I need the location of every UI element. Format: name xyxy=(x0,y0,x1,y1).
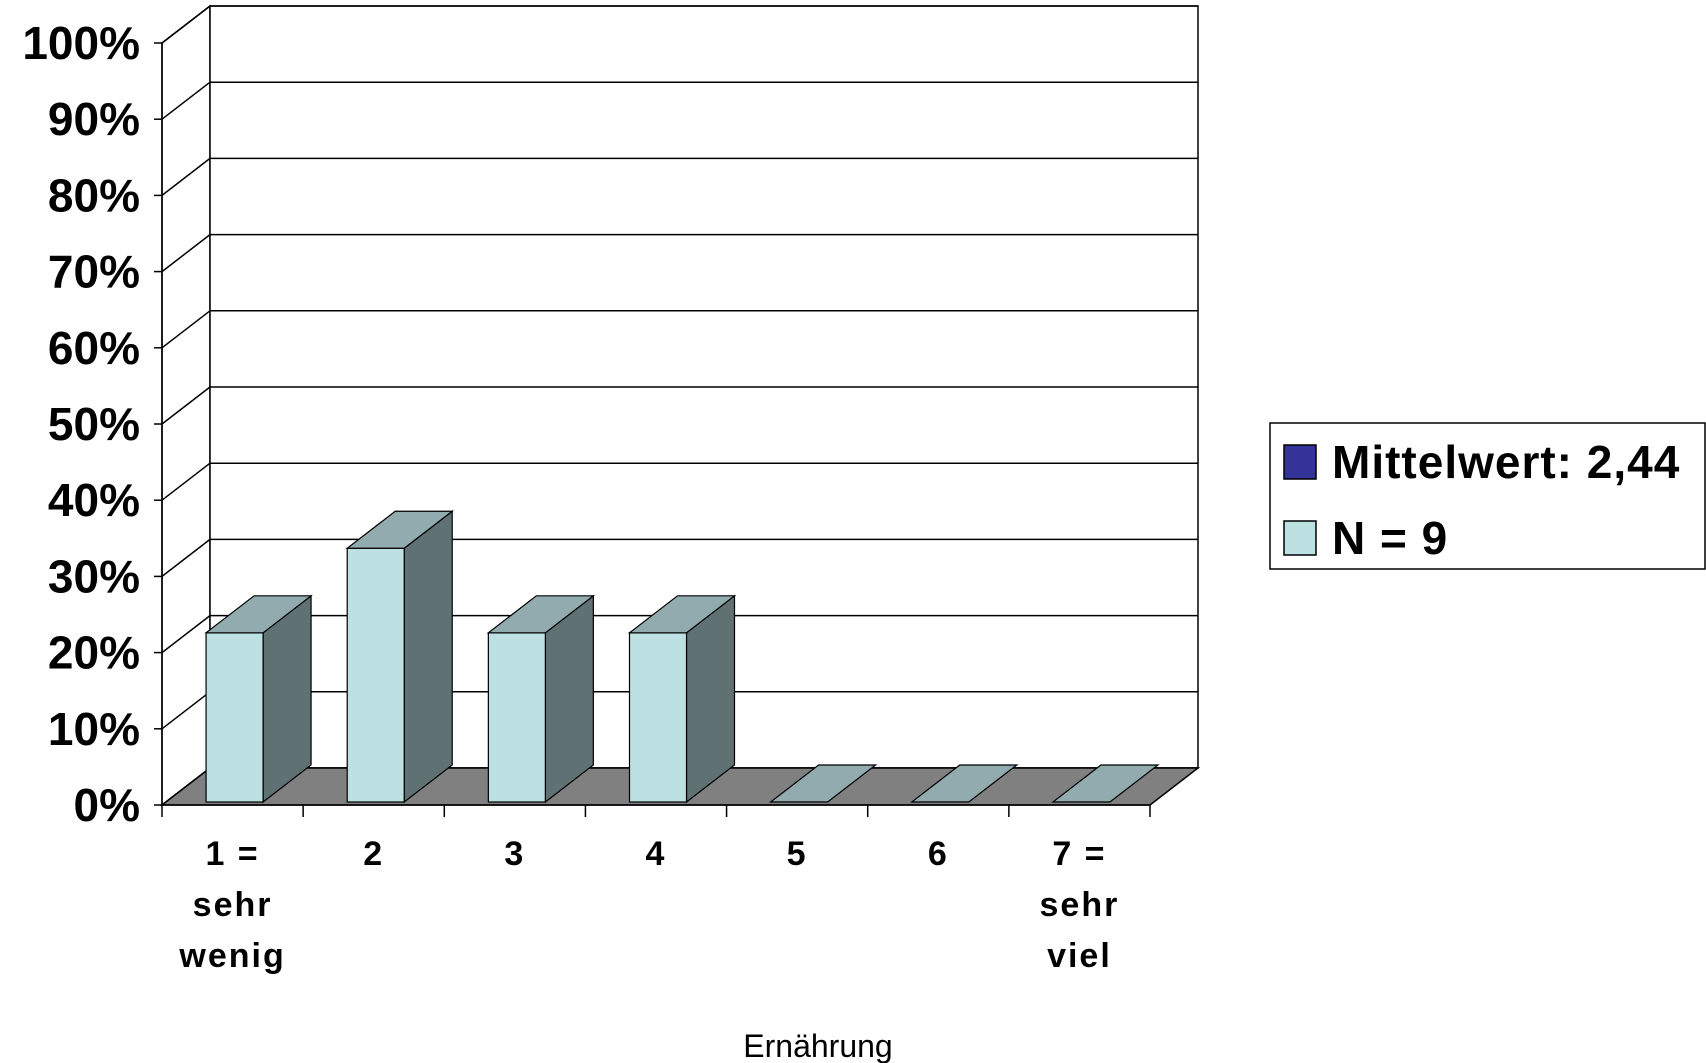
legend-swatch xyxy=(1283,520,1317,556)
bar-top xyxy=(204,595,313,634)
y-tick-label: 50% xyxy=(48,398,140,450)
x-tick-label-line: sehr xyxy=(193,886,273,924)
y-tick-label: 100% xyxy=(22,17,140,69)
gridline-diagonal xyxy=(161,615,211,654)
x-tick-label-line: 6 xyxy=(928,835,949,873)
legend: Mittelwert: 2,44 N = 9 xyxy=(1269,422,1706,570)
bar xyxy=(627,594,737,804)
x-tick-label: 6 xyxy=(928,835,949,873)
bar-top xyxy=(1051,764,1160,803)
gridline-diagonal xyxy=(161,462,211,501)
x-tick-label-line: 1 = xyxy=(205,835,259,873)
x-tick-label-line: 2 xyxy=(363,835,384,873)
y-tick-label: 10% xyxy=(48,703,140,755)
bar-side xyxy=(403,510,453,804)
gridline-diagonal xyxy=(161,538,211,577)
y-tick-label: 70% xyxy=(48,246,140,298)
bar-top xyxy=(910,764,1019,803)
y-tick-label: 0% xyxy=(74,779,140,831)
chart-axes xyxy=(154,42,1151,817)
x-tick-label-line: viel xyxy=(1047,937,1112,975)
y-tick-label: 80% xyxy=(48,169,140,221)
legend-label: N = 9 xyxy=(1332,512,1448,564)
x-tick-label: 3 xyxy=(504,835,525,873)
bar-top xyxy=(345,510,454,549)
x-tick-label-line: wenig xyxy=(178,937,285,975)
bar xyxy=(768,764,878,803)
bar xyxy=(486,594,596,804)
bar-top xyxy=(627,595,737,634)
legend-label: Mittelwert: 2,44 xyxy=(1332,436,1680,488)
gridline-diagonal xyxy=(161,234,211,273)
legend-swatch xyxy=(1283,444,1317,480)
bar-front xyxy=(487,632,546,803)
y-tick-label: 40% xyxy=(48,474,140,526)
gridline-diagonal xyxy=(161,691,211,730)
gridline-diagonal xyxy=(161,157,211,196)
bar-top xyxy=(486,595,596,634)
bar xyxy=(910,764,1019,803)
x-axis-tick-labels: 1 = sehr wenig 2 3 4 5 6 7 = sehr viel xyxy=(178,835,1120,975)
x-tick-label-line: 5 xyxy=(787,835,808,873)
y-tick-label: 20% xyxy=(48,627,140,679)
bar xyxy=(345,510,454,804)
gridline-diagonal xyxy=(161,386,211,425)
x-axis-label: Ernährung xyxy=(743,1028,892,1063)
bar-front xyxy=(346,547,405,803)
x-tick-label-line: sehr xyxy=(1040,886,1120,924)
x-tick-label: 5 xyxy=(787,835,808,873)
gridline-diagonal xyxy=(161,81,211,120)
x-tick-label: 4 xyxy=(646,835,667,873)
bar xyxy=(1051,764,1160,803)
y-tick-label: 60% xyxy=(48,322,140,374)
bar-front xyxy=(205,632,264,803)
x-tick-label: 1 = sehr wenig xyxy=(178,835,285,975)
bar-top xyxy=(768,764,878,803)
y-tick-label: 30% xyxy=(48,550,140,602)
y-tick-label: 90% xyxy=(48,93,140,145)
bar xyxy=(204,594,313,804)
x-tick-label: 2 xyxy=(363,835,384,873)
x-tick-label-line: 3 xyxy=(504,835,525,873)
y-axis-tick-labels: 0% 10% 20% 30% 40% 50% 60% 70% 80% 90% 100% xyxy=(22,17,140,831)
bar-front xyxy=(628,632,688,803)
x-tick-label-line: 7 = xyxy=(1052,835,1106,873)
x-tick-label: 7 = sehr viel xyxy=(1040,835,1120,975)
legend-box xyxy=(1269,422,1706,570)
gridline-diagonal xyxy=(161,310,211,349)
x-tick-label-line: 4 xyxy=(646,835,667,873)
chart-bars xyxy=(204,510,1160,804)
gridline-diagonal xyxy=(161,5,211,44)
